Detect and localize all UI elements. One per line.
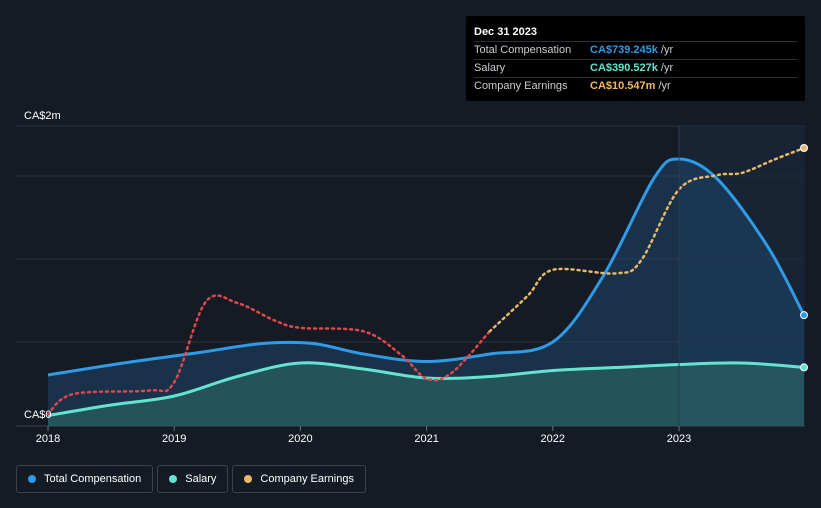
legend-item-company-earnings[interactable]: Company Earnings bbox=[232, 465, 366, 493]
x-axis-ticks: 2018 2019 2020 2021 2022 2023 bbox=[36, 426, 691, 445]
total-compensation-area bbox=[48, 159, 804, 426]
tooltip-label: Salary bbox=[474, 62, 506, 74]
legend-dot-icon bbox=[169, 475, 178, 483]
x-tick-label: 2018 bbox=[36, 433, 60, 445]
x-tick-label: 2019 bbox=[162, 433, 186, 445]
tooltip-unit: /yr bbox=[660, 62, 674, 74]
tooltip-row-salary: Salary CA$390.527k /yr bbox=[474, 59, 797, 77]
x-tick-label: 2021 bbox=[414, 433, 438, 445]
legend-item-salary[interactable]: Salary bbox=[157, 465, 229, 493]
salary-area bbox=[48, 362, 804, 426]
legend: Total Compensation Salary Company Earnin… bbox=[16, 465, 366, 493]
tooltip-panel: Dec 31 2023 Total Compensation CA$739.24… bbox=[466, 16, 805, 101]
tooltip-label: Total Compensation bbox=[474, 44, 572, 56]
tooltip-unit: /yr bbox=[658, 80, 671, 92]
legend-item-total-compensation[interactable]: Total Compensation bbox=[16, 465, 154, 493]
tooltip-label: Company Earnings bbox=[474, 80, 568, 92]
tooltip-value: CA$10.547m bbox=[590, 80, 656, 92]
legend-dot-icon bbox=[244, 475, 253, 483]
legend-label: Total Compensation bbox=[44, 473, 142, 485]
y-axis-top-label: CA$2m bbox=[24, 110, 61, 122]
legend-label: Company Earnings bbox=[260, 473, 354, 485]
x-tick-label: 2020 bbox=[288, 433, 312, 445]
tooltip-unit: /yr bbox=[660, 44, 674, 56]
tooltip-row-total-compensation: Total Compensation CA$739.245k /yr bbox=[474, 41, 797, 59]
salary-end-dot bbox=[800, 363, 808, 372]
total-compensation-end-dot bbox=[800, 311, 808, 320]
company-earnings-line[interactable] bbox=[46, 146, 806, 416]
tooltip-date: Dec 31 2023 bbox=[474, 26, 537, 38]
earnings-positive-segment bbox=[488, 146, 806, 333]
x-tick-label: 2022 bbox=[541, 433, 565, 445]
y-axis-bottom-label: CA$0 bbox=[24, 409, 52, 421]
x-tick-label: 2023 bbox=[667, 433, 691, 445]
total-compensation-line[interactable] bbox=[47, 157, 806, 377]
tooltip-value: CA$390.527k bbox=[590, 62, 658, 74]
earnings-negative-segment bbox=[46, 294, 491, 416]
earnings-end-dot bbox=[800, 144, 808, 152]
tooltip-row-company-earnings: Company Earnings CA$10.547m /yr bbox=[474, 77, 797, 95]
legend-label: Salary bbox=[185, 473, 217, 485]
legend-dot-icon bbox=[28, 475, 36, 483]
series-end-markers bbox=[800, 144, 808, 372]
tooltip-value: CA$739.245k bbox=[590, 44, 658, 56]
